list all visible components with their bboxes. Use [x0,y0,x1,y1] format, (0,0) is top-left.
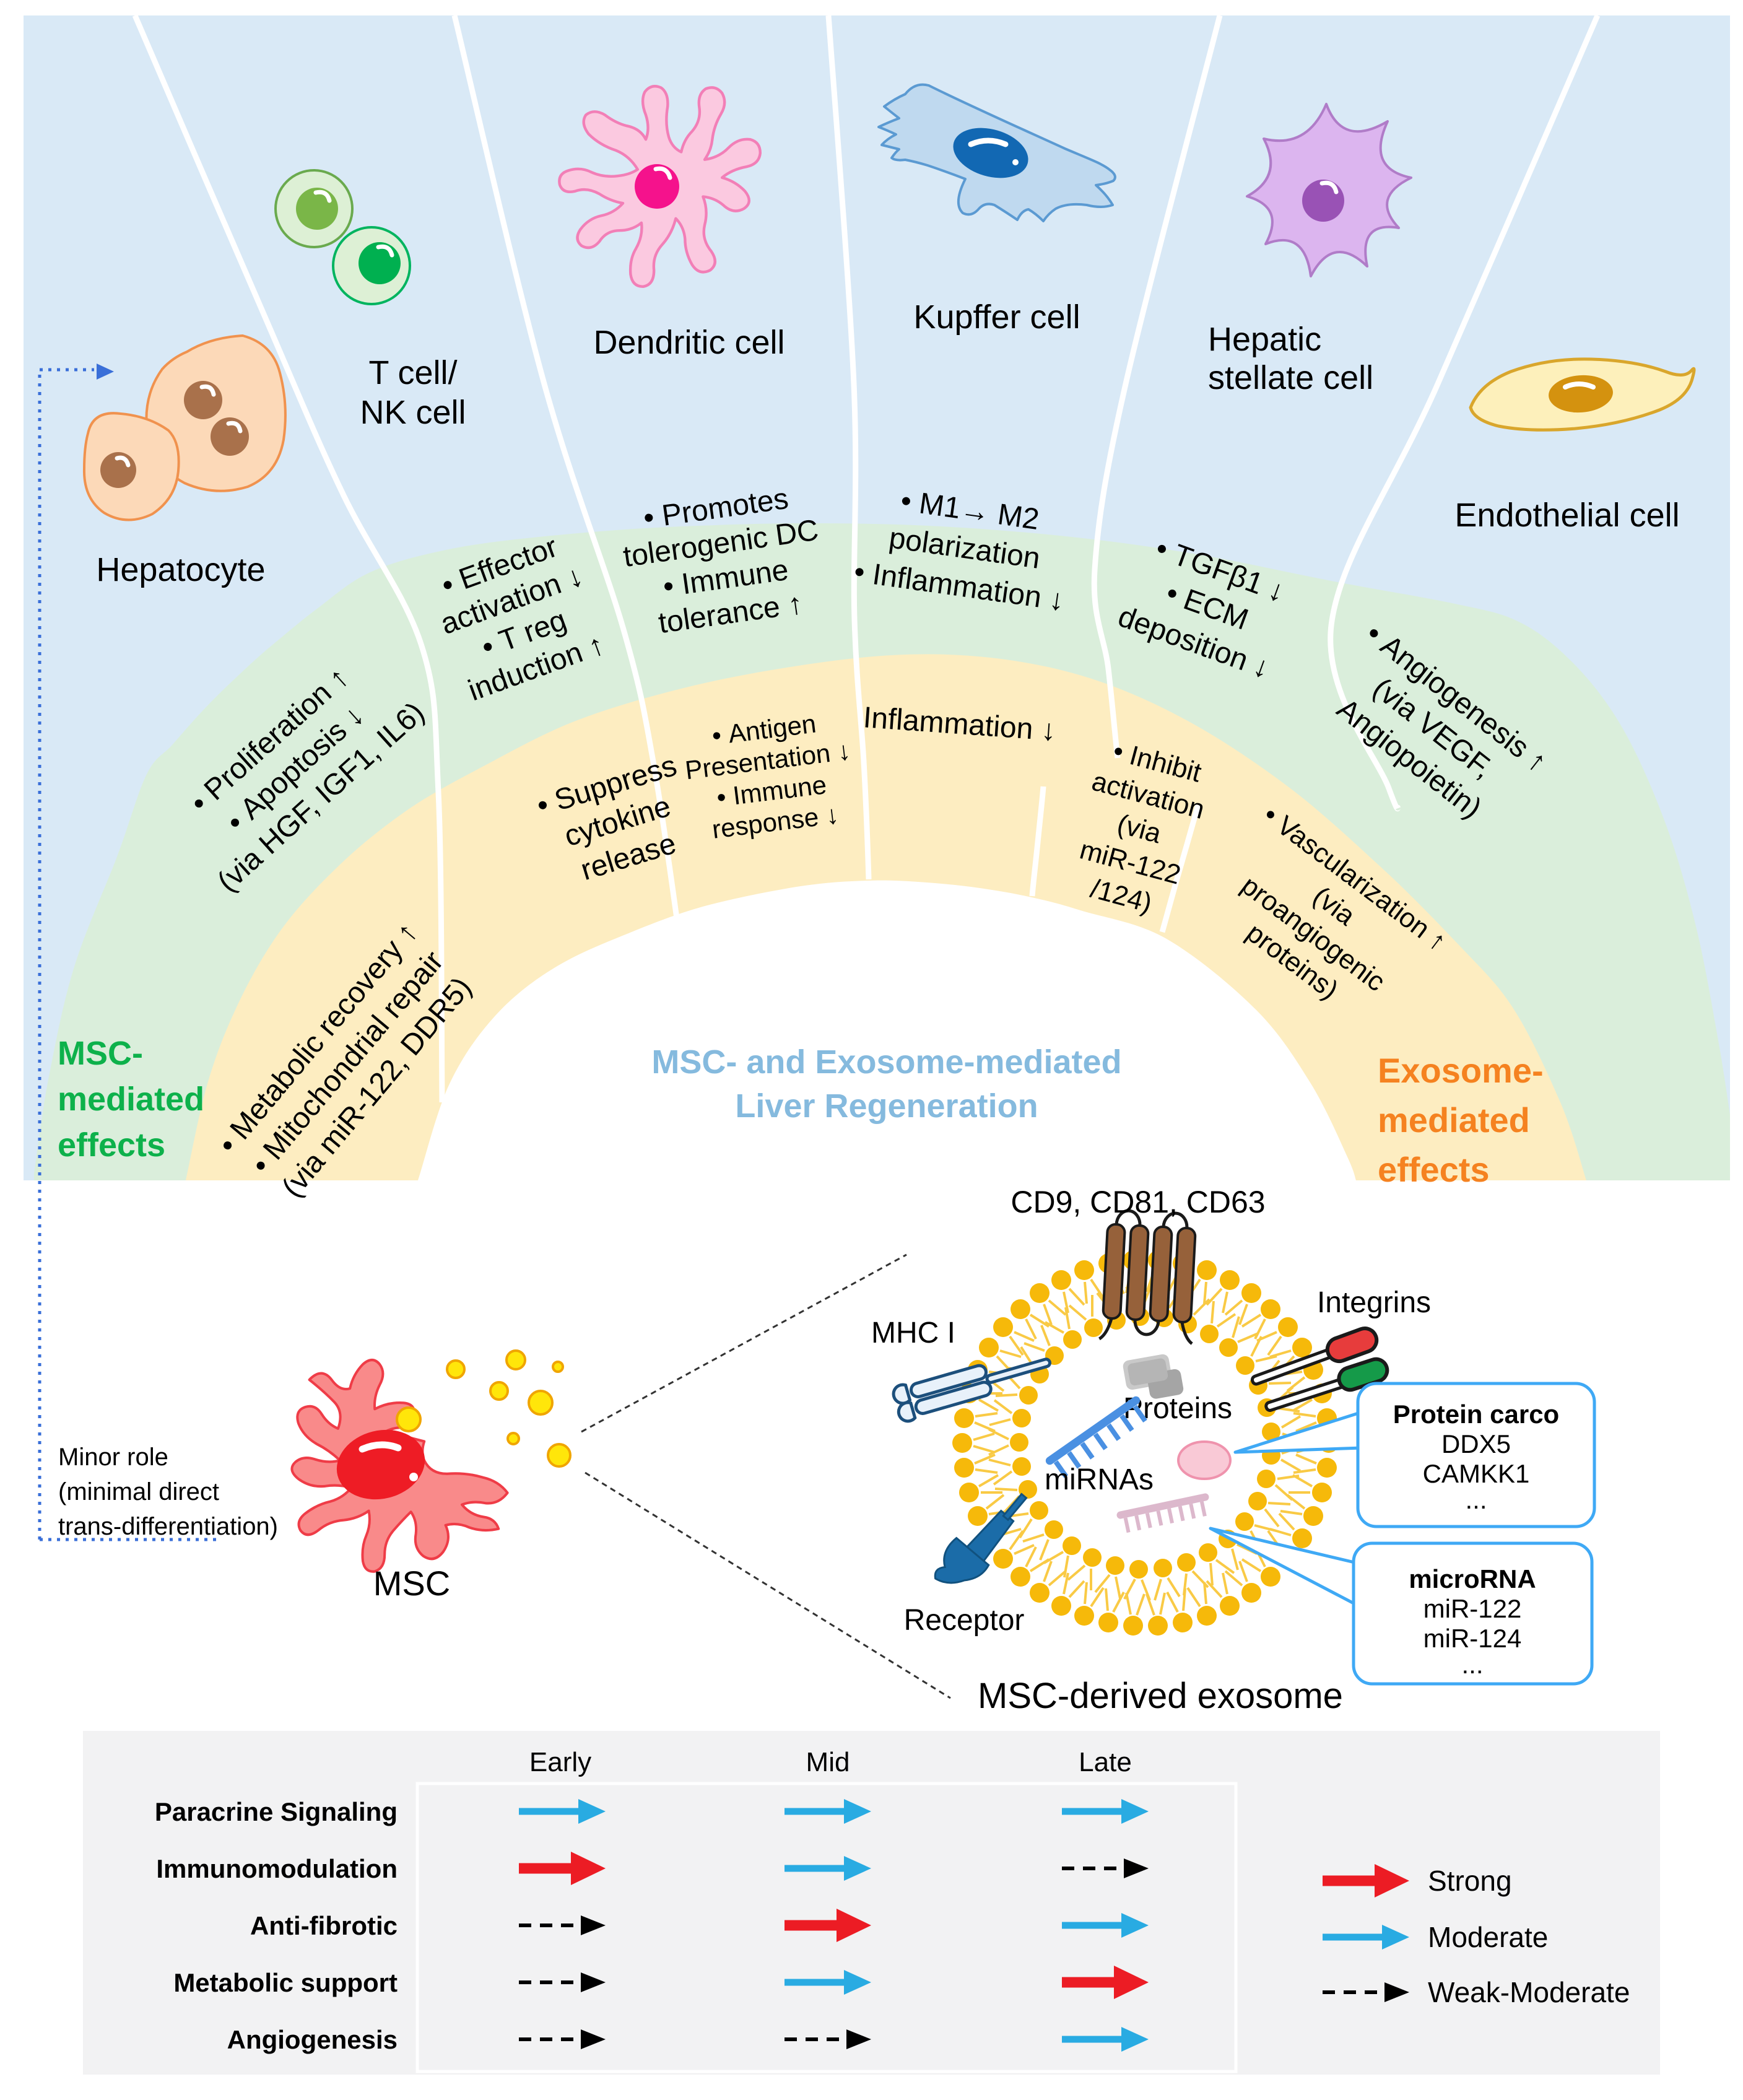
svg-text:...: ... [1465,1485,1487,1514]
svg-text:Minor role: Minor role [58,1444,168,1471]
svg-text:Exosome-: Exosome- [1378,1051,1544,1090]
svg-text:Moderate: Moderate [1428,1921,1548,1953]
svg-text:MSC- and Exosome-mediated: MSC- and Exosome-mediated [651,1043,1121,1081]
svg-text:Weak-Moderate: Weak-Moderate [1428,1976,1630,2008]
svg-text:CAMKK1: CAMKK1 [1423,1459,1530,1488]
svg-text:NK cell: NK cell [360,394,466,431]
svg-text:CD9, CD81, CD63: CD9, CD81, CD63 [1011,1185,1265,1219]
svg-text:miRNAs: miRNAs [1045,1463,1154,1496]
svg-text:MSC: MSC [373,1564,450,1603]
svg-text:Proteins: Proteins [1123,1392,1232,1425]
svg-text:stellate cell: stellate cell [1208,359,1373,396]
svg-text:effects: effects [1378,1150,1490,1189]
svg-text:(minimal direct: (minimal direct [58,1478,219,1505]
svg-text:miR-122: miR-122 [1424,1594,1522,1623]
svg-text:Protein carco: Protein carco [1393,1400,1559,1429]
svg-text:microRNA: microRNA [1409,1564,1536,1593]
svg-text:...: ... [1461,1650,1483,1679]
svg-text:Endothelial cell: Endothelial cell [1454,497,1679,534]
svg-text:Metabolic support: Metabolic support [173,1968,398,1997]
svg-text:Receptor: Receptor [904,1604,1025,1637]
svg-text:miR-124: miR-124 [1424,1624,1522,1653]
svg-text:mediated: mediated [58,1081,204,1118]
svg-text:MSC-: MSC- [58,1035,143,1072]
svg-text:mediated: mediated [1378,1100,1530,1139]
svg-text:T cell/: T cell/ [368,354,457,391]
svg-text:Angiogenesis: Angiogenesis [227,2025,398,2054]
svg-text:Liver Regeneration: Liver Regeneration [735,1087,1038,1125]
svg-text:MHC I: MHC I [871,1317,955,1349]
svg-text:Late: Late [1079,1747,1132,1777]
svg-text:Immunomodulation: Immunomodulation [156,1854,398,1883]
svg-text:Strong: Strong [1428,1865,1512,1897]
svg-text:Dendritic cell: Dendritic cell [593,324,785,361]
svg-text:effects: effects [58,1126,165,1164]
svg-text:DDX5: DDX5 [1441,1429,1511,1458]
svg-text:Mid: Mid [806,1747,850,1777]
svg-text:MSC-derived exosome: MSC-derived exosome [978,1676,1343,1716]
svg-text:Kupffer cell: Kupffer cell [913,298,1080,336]
svg-text:Paracrine Signaling: Paracrine Signaling [155,1797,398,1826]
svg-text:Hepatocyte: Hepatocyte [96,551,265,588]
svg-text:Early: Early [529,1747,591,1777]
svg-text:Integrins: Integrins [1317,1286,1431,1319]
svg-text:Anti-fibrotic: Anti-fibrotic [250,1911,398,1940]
svg-text:trans-differentiation): trans-differentiation) [58,1513,278,1540]
svg-text:Hepatic: Hepatic [1208,321,1321,358]
